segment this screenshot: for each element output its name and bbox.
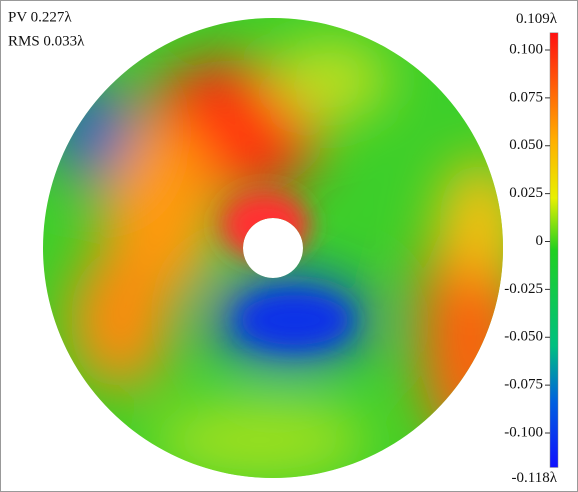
colorbar-gradient — [549, 32, 559, 468]
colorbar-tick-label: 0.100 — [509, 41, 543, 57]
colorbar-tick-label: 0.025 — [509, 185, 543, 201]
colorbar-tick-label: 0.075 — [509, 89, 543, 105]
colorbar-tick-label: -0.050 — [504, 329, 543, 345]
pv-label: PV 0.227λ — [8, 9, 72, 25]
colorbar-max-label: 0.109λ — [516, 11, 558, 27]
colorbar-min-label: -0.118λ — [512, 470, 558, 486]
colorbar-tick-label: -0.025 — [504, 281, 543, 297]
rms-label: RMS 0.033λ — [8, 33, 85, 49]
colorbar-tick-label: 0 — [536, 233, 544, 249]
annotations: PV 0.227λ RMS 0.033λ — [8, 9, 85, 49]
colorbar-tick-label: -0.075 — [504, 377, 543, 393]
colorbar-tick-label: 0.050 — [509, 137, 543, 153]
colorbar-tick-label: -0.100 — [504, 424, 543, 440]
colorbar: 0.109λ -0.118λ 0.100 0.075 0.050 0.025 0 -0.025… — [504, 11, 559, 486]
